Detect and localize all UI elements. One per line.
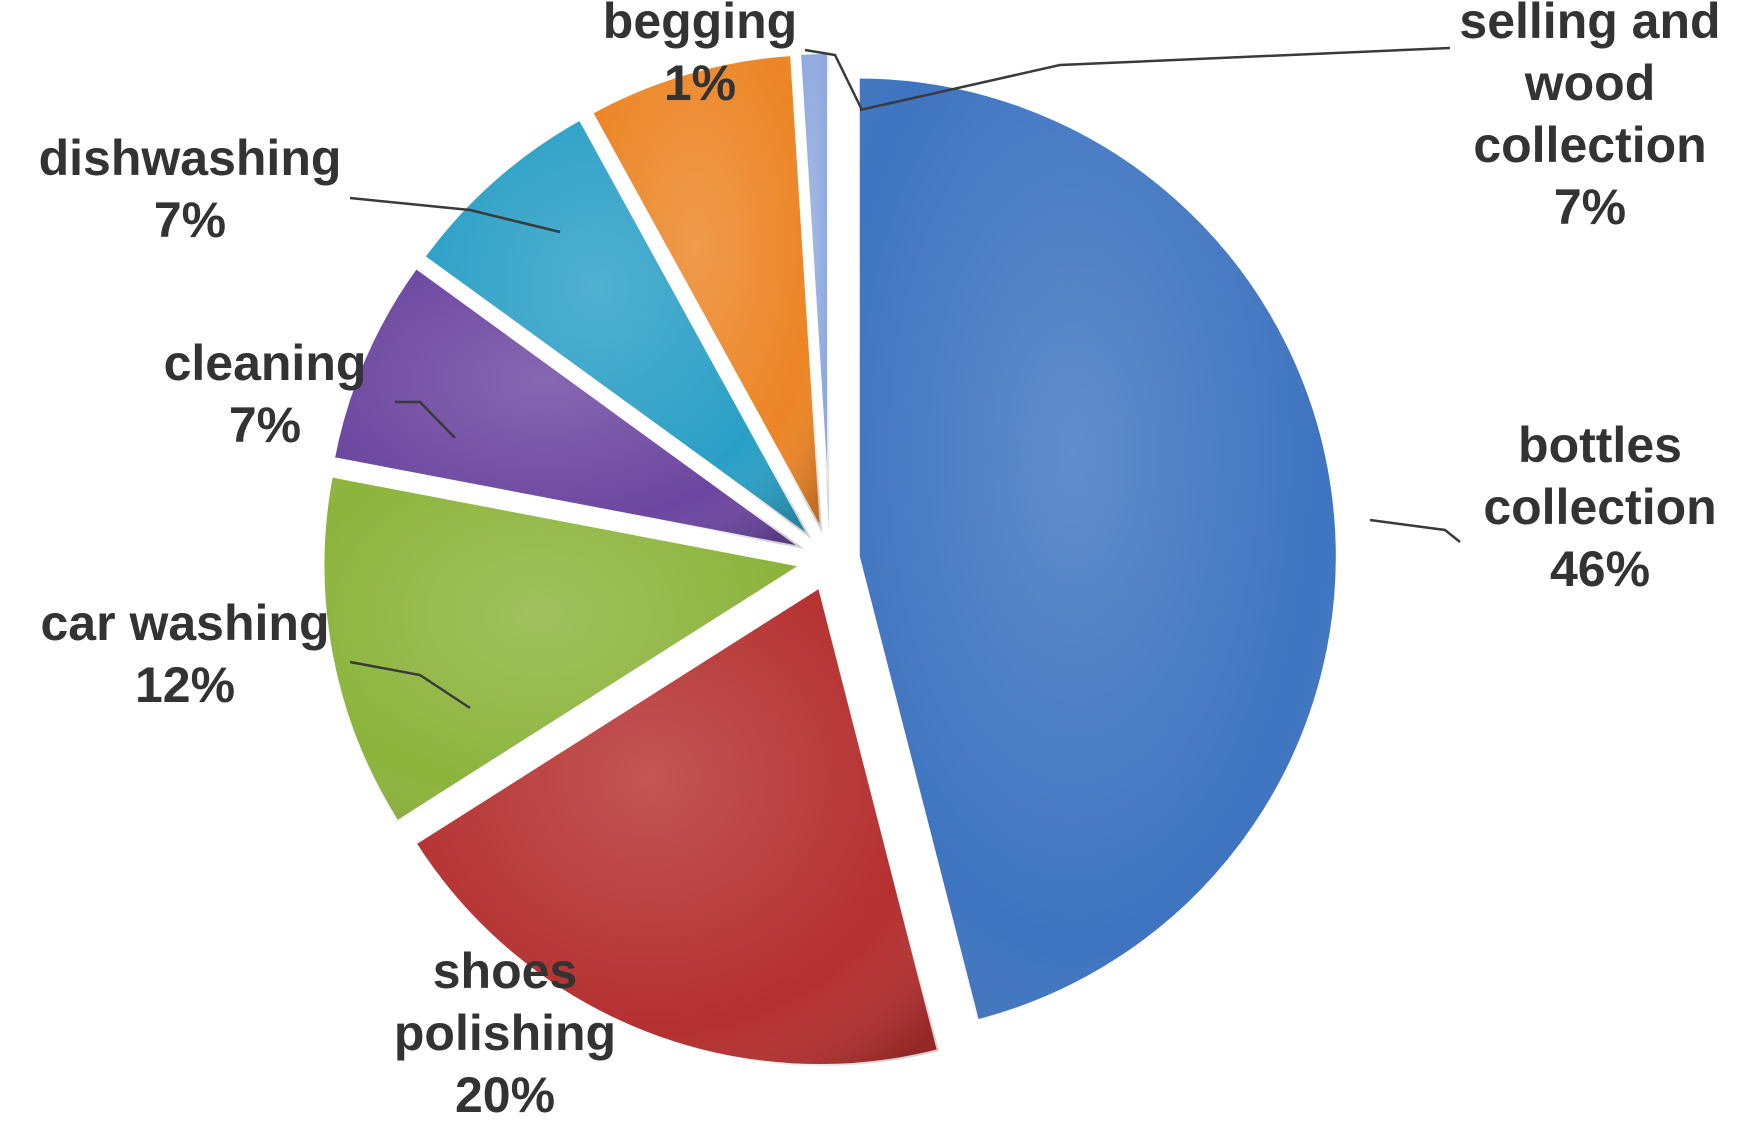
leader-line-dishwashing — [349, 196, 561, 234]
pie-slice-shade-cleaning — [332, 266, 805, 549]
slice-name-label: shoes — [433, 943, 578, 999]
slice-value-label: 7% — [229, 397, 301, 453]
slice-labels: bottles collection 46% shoes polishing 20% car… — [39, 0, 1721, 1123]
leader-line-selling-and-wood-collection — [859, 46, 1451, 112]
slice-name-label: dishwashing — [39, 130, 342, 186]
pie-slice-shoes-polishing — [411, 582, 942, 1069]
slice-name-label: collection — [1483, 479, 1716, 535]
pie-slice-shade-selling-and-wood-collection — [590, 54, 823, 534]
leader-line-cleaning — [395, 400, 456, 439]
slice-label-shoes-polishing: shoes polishing 20% — [394, 943, 616, 1123]
slice-label-begging: begging 1% — [603, 0, 797, 111]
pie-slice-shade-begging — [798, 52, 830, 533]
slice-name-label: polishing — [394, 1005, 616, 1061]
leader-line-begging — [804, 48, 864, 111]
slice-value-label: 7% — [154, 192, 226, 248]
slice-name-label: cleaning — [164, 335, 367, 391]
slice-value-label: 1% — [664, 55, 736, 111]
slice-label-bottles-collection: bottles collection 46% — [1483, 417, 1716, 597]
slice-value-label: 46% — [1550, 541, 1650, 597]
pie-slices — [320, 50, 1340, 1069]
slice-label-dishwashing: dishwashing 7% — [39, 130, 342, 248]
slice-name-label: wood — [1524, 55, 1656, 111]
pie-slice-cleaning — [330, 263, 806, 551]
pie-slice-selling-and-wood-collection — [588, 51, 825, 535]
leader-line-car-washing — [349, 660, 471, 710]
pie-slice-bottles-collection — [855, 74, 1340, 1024]
slice-label-selling-and-wood-collection: selling and wood collection 7% — [1459, 0, 1720, 235]
slice-value-label: 20% — [455, 1067, 555, 1123]
slice-value-label: 7% — [1554, 179, 1626, 235]
leader-line-bottles-collection — [1369, 518, 1461, 543]
slice-name-label: selling and — [1459, 0, 1720, 49]
slice-name-label: car washing — [41, 595, 330, 651]
slice-name-label: collection — [1473, 117, 1706, 173]
pie-slice-begging — [796, 50, 832, 533]
slice-value-label: 12% — [135, 657, 235, 713]
pie-slice-shade-bottles-collection — [857, 76, 1338, 1022]
slice-name-label: bottles — [1518, 417, 1682, 473]
pie-slice-car-washing — [320, 472, 808, 826]
pie-slice-shade-car-washing — [322, 475, 803, 823]
slice-name-label: begging — [603, 0, 797, 49]
slice-label-car-washing: car washing 12% — [41, 595, 330, 713]
pie-slice-shade-shoes-polishing — [414, 586, 940, 1067]
leader-lines — [349, 46, 1461, 710]
slice-label-cleaning: cleaning 7% — [164, 335, 367, 453]
